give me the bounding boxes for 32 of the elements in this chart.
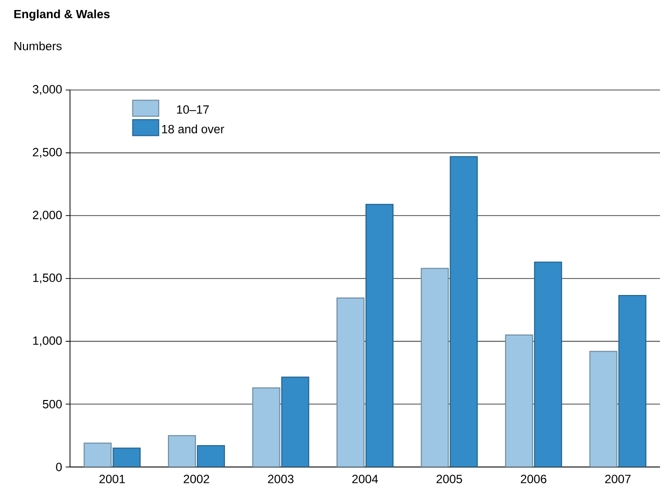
x-tick-label: 2007: [605, 474, 631, 484]
y-tick-label: 500: [42, 400, 62, 408]
x-tick-label: 2002: [184, 474, 210, 484]
x-tick-label: 2006: [520, 474, 546, 484]
legend-label: 10–17: [177, 105, 209, 114]
bar: [366, 204, 394, 467]
bar: [450, 156, 478, 467]
bar: [420, 268, 449, 467]
x-tick-label: 2005: [436, 474, 462, 484]
y-tick-label: 1,000: [33, 336, 62, 346]
x-tick-label: 2004: [352, 474, 378, 484]
bar: [281, 376, 310, 467]
bar: [618, 294, 646, 467]
bar: [505, 334, 534, 467]
bar: [168, 435, 196, 467]
bar: [84, 442, 112, 467]
legend-label: 18 and over: [162, 124, 224, 134]
bar: [534, 262, 562, 467]
chart-title: England & Wales: [14, 10, 110, 21]
bar: [196, 445, 225, 467]
y-tick-label: 0: [56, 462, 62, 472]
y-tick-label: 3,000: [32, 85, 62, 95]
y-axis-title: Numbers: [14, 42, 62, 50]
bar: [336, 297, 365, 467]
bar: [589, 350, 618, 467]
x-tick-label: 2001: [99, 474, 125, 484]
bar: [112, 448, 141, 467]
x-tick-label: 2003: [268, 474, 294, 484]
y-tick-label: 2,000: [32, 210, 62, 221]
y-tick-label: 1,500: [33, 274, 62, 284]
y-tick-label: 2,500: [32, 148, 62, 158]
bar: [252, 387, 280, 467]
